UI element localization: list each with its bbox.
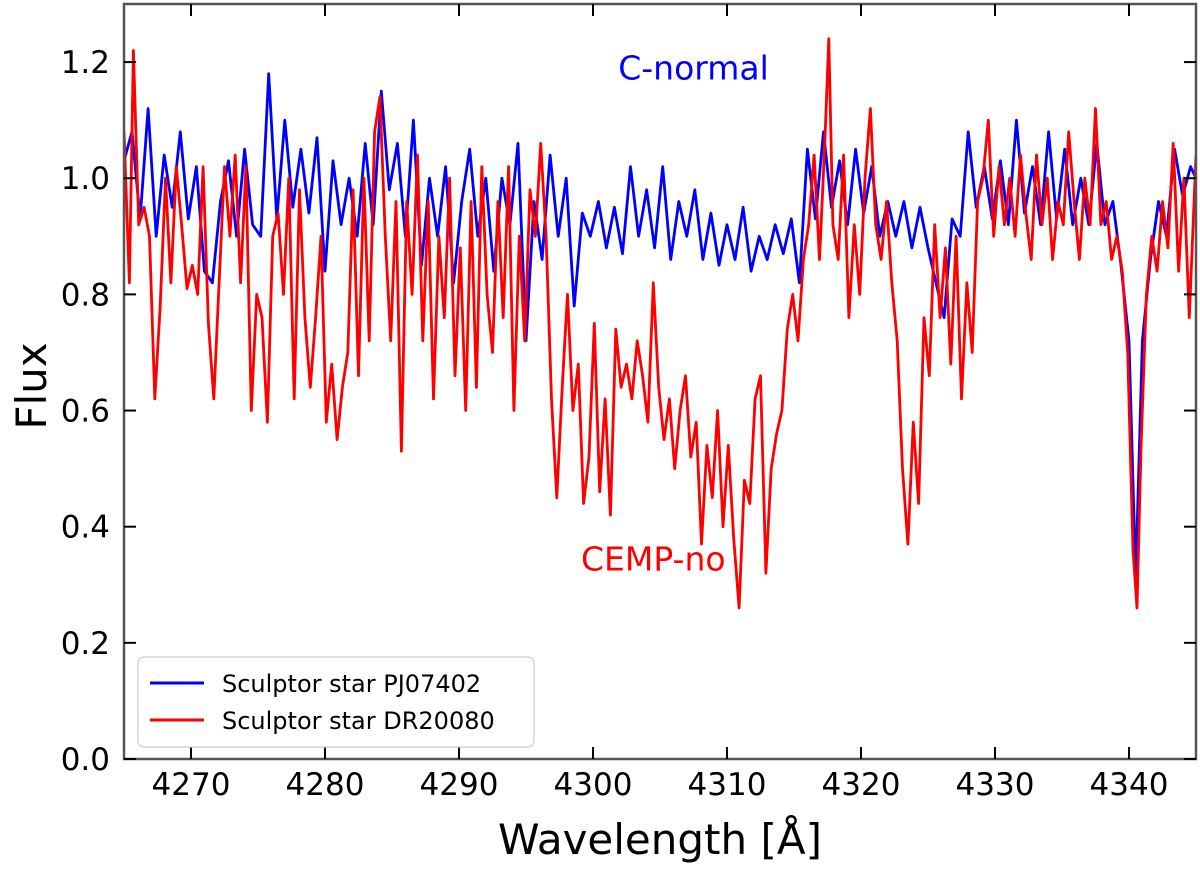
plot-frame — [122, 2, 1198, 761]
annotation-cemp-no: CEMP-no — [581, 539, 726, 578]
annotation-c-normal: C-normal — [618, 49, 769, 88]
legend: Sculptor star PJ07402 Sculptor star DR20… — [137, 656, 535, 748]
x-axis-label: Wavelength [Å] — [498, 814, 822, 864]
y-tick-label: 0.0 — [61, 742, 110, 778]
x-tick-label: 4340 — [1090, 767, 1169, 803]
legend-label-dr20080: Sculptor star DR20080 — [222, 707, 495, 735]
annotation-layer: C-normal CEMP-no — [581, 49, 769, 579]
x-tick-label: 4290 — [420, 767, 499, 803]
legend-box — [137, 656, 535, 748]
series-line-dr20080 — [124, 37, 1196, 610]
y-axis: 0.0 0.2 0.4 0.6 0.8 1.0 1.2 — [61, 45, 1196, 778]
series-line-pj07402 — [124, 72, 1196, 581]
series-layer — [124, 37, 1196, 610]
x-tick-label: 4270 — [152, 767, 231, 803]
x-tick-label: 4320 — [822, 767, 901, 803]
y-tick-label: 0.6 — [61, 394, 110, 430]
x-tick-label: 4280 — [286, 767, 365, 803]
y-tick-label: 0.4 — [61, 510, 110, 546]
x-axis: 4270 4280 4290 4300 4310 4320 4330 4340 — [152, 4, 1169, 803]
y-axis-label: Flux — [7, 342, 56, 429]
y-tick-label: 0.2 — [61, 626, 110, 662]
y-tick-label: 1.2 — [61, 45, 110, 81]
legend-label-pj07402: Sculptor star PJ07402 — [222, 670, 481, 698]
y-tick-label: 0.8 — [61, 277, 110, 313]
y-tick-label: 1.0 — [61, 161, 110, 197]
x-tick-label: 4310 — [688, 767, 767, 803]
x-tick-label: 4300 — [554, 767, 633, 803]
x-tick-label: 4330 — [956, 767, 1035, 803]
